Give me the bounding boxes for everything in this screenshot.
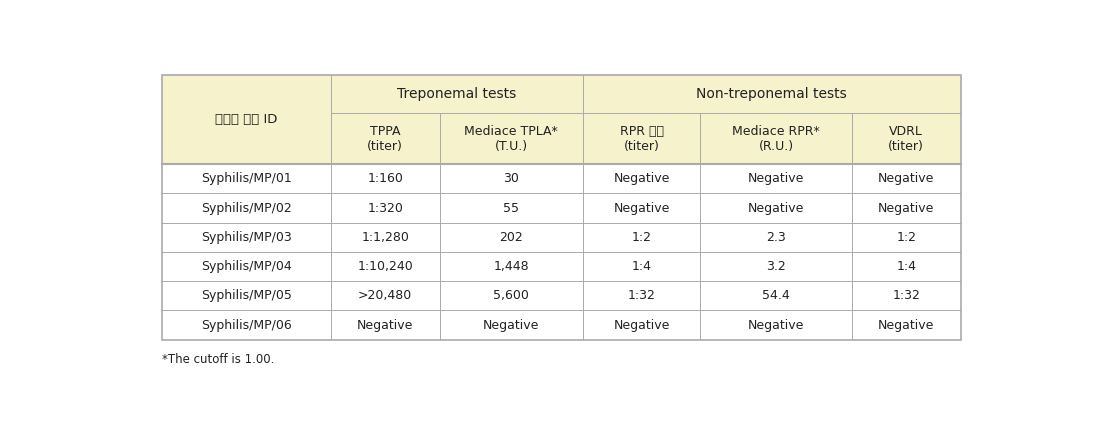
Bar	[162, 310, 961, 340]
Text: 1:2: 1:2	[631, 231, 651, 244]
Bar	[162, 164, 961, 194]
Bar	[162, 75, 961, 113]
Text: 5,600: 5,600	[493, 289, 529, 302]
Text: 3.2: 3.2	[766, 260, 786, 273]
Text: Negative: Negative	[614, 319, 670, 332]
Text: 55: 55	[503, 202, 520, 215]
Text: VDRL
(titer): VDRL (titer)	[889, 125, 924, 153]
Text: Syphilis/MP/06: Syphilis/MP/06	[202, 319, 292, 332]
Text: 1:1,280: 1:1,280	[362, 231, 409, 244]
Text: >20,480: >20,480	[358, 289, 412, 302]
Text: Syphilis/MP/03: Syphilis/MP/03	[202, 231, 292, 244]
Text: 표준품 라벨 ID: 표준품 라벨 ID	[215, 113, 277, 126]
Text: Negative: Negative	[614, 172, 670, 185]
Text: Negative: Negative	[878, 172, 935, 185]
Bar	[162, 75, 961, 340]
Text: 1:320: 1:320	[367, 202, 403, 215]
Bar	[162, 194, 961, 223]
Text: 1:32: 1:32	[892, 289, 921, 302]
Text: 1:4: 1:4	[897, 260, 916, 273]
Text: 1:2: 1:2	[897, 231, 916, 244]
Text: Syphilis/MP/01: Syphilis/MP/01	[202, 172, 292, 185]
Text: Non-treponemal tests: Non-treponemal tests	[696, 87, 847, 101]
Text: Negative: Negative	[878, 202, 935, 215]
Text: Syphilis/MP/05: Syphilis/MP/05	[201, 289, 292, 302]
Text: Negative: Negative	[614, 202, 670, 215]
Text: 1:32: 1:32	[628, 289, 655, 302]
Bar	[162, 113, 961, 164]
Text: Syphilis/MP/04: Syphilis/MP/04	[202, 260, 292, 273]
Text: Mediace RPR*
(R.U.): Mediace RPR* (R.U.)	[732, 125, 820, 153]
Bar	[162, 252, 961, 281]
Text: Negative: Negative	[357, 319, 413, 332]
Text: 30: 30	[503, 172, 520, 185]
Text: 1:10,240: 1:10,240	[357, 260, 413, 273]
Text: 54.4: 54.4	[762, 289, 790, 302]
Text: *The cutoff is 1.00.: *The cutoff is 1.00.	[162, 353, 275, 366]
Bar	[162, 223, 961, 252]
Text: 1:4: 1:4	[631, 260, 651, 273]
Text: Syphilis/MP/02: Syphilis/MP/02	[202, 202, 292, 215]
Text: 1:160: 1:160	[367, 172, 403, 185]
Text: 1,448: 1,448	[493, 260, 529, 273]
Text: Mediace TPLA*
(T.U.): Mediace TPLA* (T.U.)	[465, 125, 558, 153]
Text: 2.3: 2.3	[766, 231, 786, 244]
Text: Treponemal tests: Treponemal tests	[397, 87, 516, 101]
Text: Negative: Negative	[747, 202, 804, 215]
Text: 202: 202	[500, 231, 523, 244]
Text: RPR 카드
(titer): RPR 카드 (titer)	[619, 125, 663, 153]
Bar	[162, 281, 961, 310]
Text: Negative: Negative	[747, 319, 804, 332]
Text: TPPA
(titer): TPPA (titer)	[367, 125, 403, 153]
Text: Negative: Negative	[878, 319, 935, 332]
Text: Negative: Negative	[747, 172, 804, 185]
Text: Negative: Negative	[483, 319, 539, 332]
